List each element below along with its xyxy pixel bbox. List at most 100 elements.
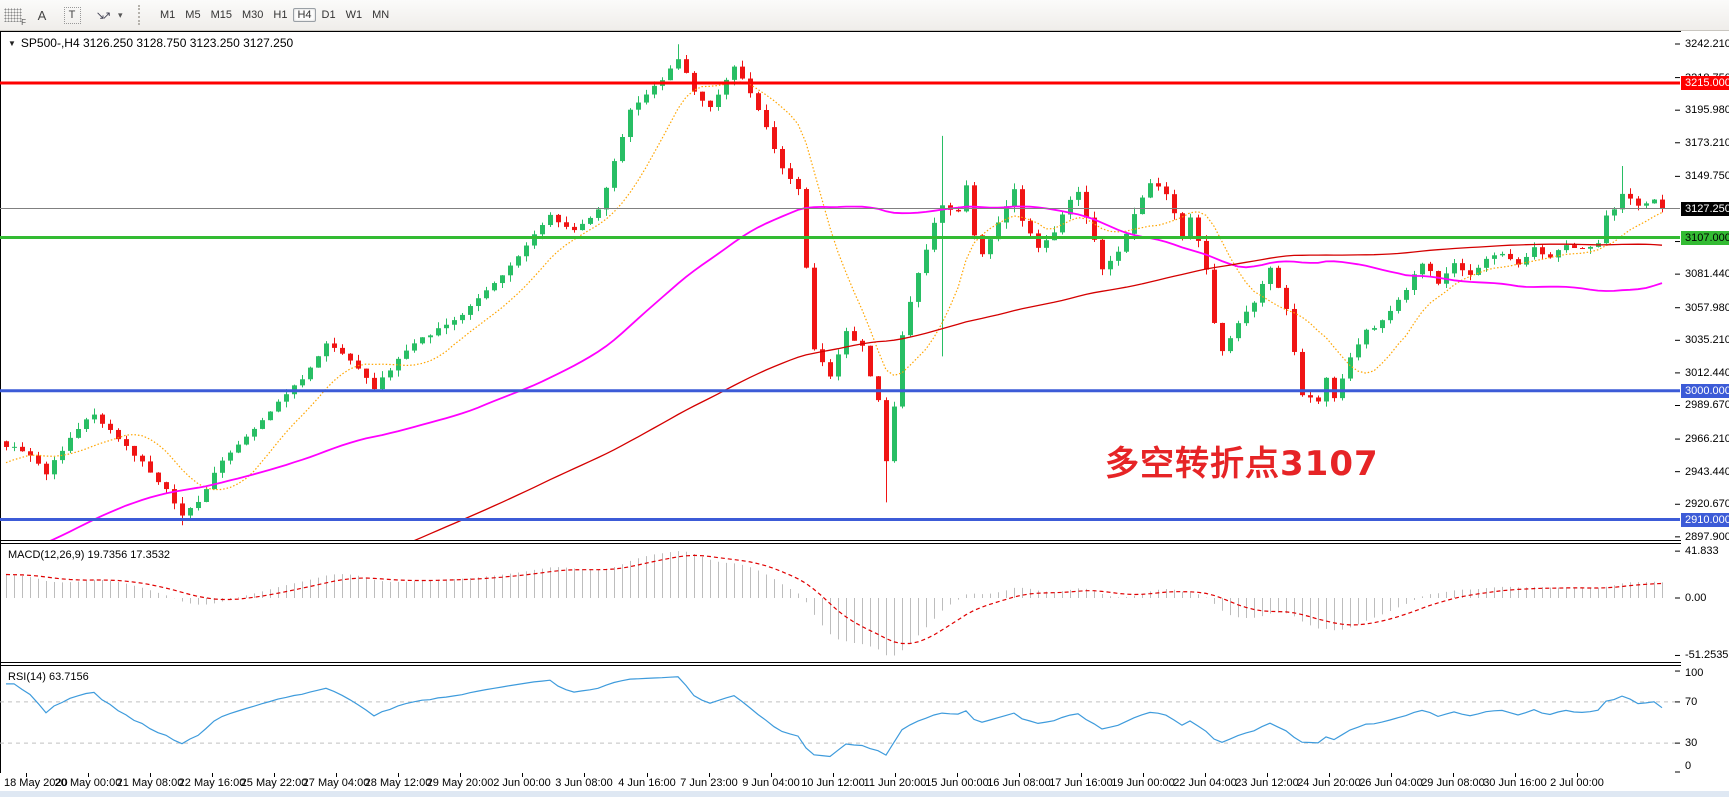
time-axis-label: 22 Jun 04:00 <box>1173 777 1237 789</box>
time-tick <box>957 773 958 777</box>
ma-slow-red <box>413 243 1663 540</box>
time-tick <box>274 773 275 777</box>
macd-axis-label: 41.833 <box>1685 545 1719 558</box>
grid-f-icon[interactable]: F <box>4 8 26 27</box>
time-axis-label: 2 Jun 00:00 <box>493 777 551 789</box>
timeframe-button-w1[interactable]: W1 <box>345 9 363 21</box>
time-axis: 18 May 2020 20 May 00:00 21 May 08:00 22 Ma… <box>0 773 1729 791</box>
time-tick <box>212 773 213 777</box>
time-axis-label: 25 May 22:00 <box>240 777 308 789</box>
time-tick <box>584 773 585 777</box>
rsi-axis-label: 70 <box>1685 695 1698 708</box>
time-axis-label: 10 Jun 12:00 <box>801 777 865 789</box>
time-tick <box>522 773 523 777</box>
rsi-label: RSI(14) 63.7156 <box>8 671 89 683</box>
time-tick <box>1515 773 1516 777</box>
macd-label: MACD(12,26,9) 19.7356 17.3532 <box>8 549 171 561</box>
time-tick <box>1081 773 1082 777</box>
price-level-box-3000: 3000.000 <box>1681 383 1729 398</box>
price-axis-separator <box>0 31 1 773</box>
macd-axis-label: -51.2535 <box>1685 649 1729 661</box>
price-level-box-3215: 3215.000 <box>1681 75 1729 90</box>
timeframe-button-m30[interactable]: M30 <box>241 9 264 21</box>
timeframe-button-d1[interactable]: D1 <box>321 9 336 21</box>
time-tick <box>1019 773 1020 777</box>
chart-title: ▼ SP500-,H4 3126.250 3128.750 3123.250 3… <box>8 36 293 50</box>
time-axis-label: 3 Jun 08:00 <box>555 777 613 789</box>
toolbar-separator <box>138 5 147 25</box>
time-tick <box>833 773 834 777</box>
timeframe-button-m1[interactable]: M1 <box>160 9 176 21</box>
main-chart[interactable] <box>0 32 1680 540</box>
main-panel-bottom-border <box>0 540 1729 541</box>
time-axis-label: 20 May 00:00 <box>54 777 122 789</box>
price-axis-label: 3242.210 <box>1685 38 1729 50</box>
timeframe-button-m5[interactable]: M5 <box>185 9 201 21</box>
time-tick <box>1143 773 1144 777</box>
time-tick <box>1205 773 1206 777</box>
time-axis-label: 29 May 20:00 <box>426 777 494 789</box>
price-axis-label: 3012.440 <box>1685 366 1729 379</box>
timeframe-button-h1[interactable]: H1 <box>273 9 288 21</box>
text-tool-icon[interactable]: T <box>63 6 81 24</box>
time-tick <box>1391 773 1392 777</box>
macd-panel-top-border <box>0 543 1729 544</box>
time-tick <box>1453 773 1454 777</box>
time-axis-label: 24 Jun 20:00 <box>1297 777 1361 789</box>
macd-panel-bottom-border <box>0 662 1729 663</box>
toolbar: F A T ↘↗ ▾ M1 M5 M15 M30 H1 H4 D1 W1 MN <box>0 0 1729 31</box>
time-tick <box>1577 773 1578 777</box>
time-axis-label: 19 Jun 00:00 <box>1111 777 1175 789</box>
ma-mid-magenta <box>50 205 1663 540</box>
time-tick <box>895 773 896 777</box>
current-price-box: 3127.250 <box>1681 201 1729 216</box>
rsi-indicator-chart[interactable] <box>0 666 1680 773</box>
time-axis-label: 7 Jun 23:00 <box>680 777 738 789</box>
time-tick <box>460 773 461 777</box>
rsi-axis-label: 30 <box>1685 737 1698 750</box>
price-axis-label: 2966.210 <box>1685 433 1729 446</box>
price-axis-label: 2920.670 <box>1685 498 1729 511</box>
price-axis-label: 3195.980 <box>1685 104 1729 117</box>
time-axis-label: 27 May 04:00 <box>302 777 370 789</box>
time-axis-label: 28 May 12:00 <box>364 777 432 789</box>
time-tick <box>1329 773 1330 777</box>
time-axis-label: 18 May 2020 <box>4 777 68 789</box>
chart-top-border <box>0 31 1729 32</box>
time-tick <box>336 773 337 777</box>
time-tick <box>150 773 151 777</box>
price-axis-label: 2943.440 <box>1685 465 1729 478</box>
rsi-axis-label: 100 <box>1685 667 1704 679</box>
time-tick <box>1267 773 1268 777</box>
time-tick <box>771 773 772 777</box>
time-axis-label: 16 Jun 08:00 <box>987 777 1051 789</box>
time-tick <box>709 773 710 777</box>
arrows-dropdown-caret-icon[interactable]: ▾ <box>118 9 123 20</box>
collapse-arrow-icon[interactable]: ▼ <box>8 38 16 48</box>
time-axis-label: 4 Jun 16:00 <box>618 777 676 789</box>
time-tick <box>88 773 89 777</box>
timeframe-button-mn[interactable]: MN <box>372 9 390 21</box>
time-tick <box>647 773 648 777</box>
timeframe-button-h4[interactable]: H4 <box>293 8 316 22</box>
time-axis-label: 22 May 16:00 <box>178 777 246 789</box>
price-axis-label: 3035.210 <box>1685 334 1729 347</box>
time-tick <box>398 773 399 777</box>
timeframe-button-m15[interactable]: M15 <box>210 9 232 21</box>
candlesticks-layer <box>4 44 1665 526</box>
time-tick <box>26 773 27 777</box>
macd-signal-line <box>5 554 1663 645</box>
time-axis-label: 17 Jun 16:00 <box>1049 777 1113 789</box>
macd-indicator-chart[interactable] <box>0 544 1680 662</box>
symbol-ohlc-text: SP500-,H4 3126.250 3128.750 3123.250 312… <box>20 36 294 50</box>
label-tool-icon[interactable]: A <box>37 7 47 23</box>
status-strip <box>0 791 1729 797</box>
rsi-panel-top-border <box>0 665 1729 666</box>
price-axis-label: 2897.900 <box>1685 530 1729 543</box>
time-axis-label: 29 Jun 08:00 <box>1421 777 1485 789</box>
price-axis-label: 2989.670 <box>1685 399 1729 412</box>
time-axis-label: 15 Jun 00:00 <box>925 777 989 789</box>
rsi-line <box>5 676 1663 758</box>
arrows-tool-icon[interactable]: ↘↗ <box>95 9 111 22</box>
time-axis-label: 9 Jun 04:00 <box>742 777 800 789</box>
